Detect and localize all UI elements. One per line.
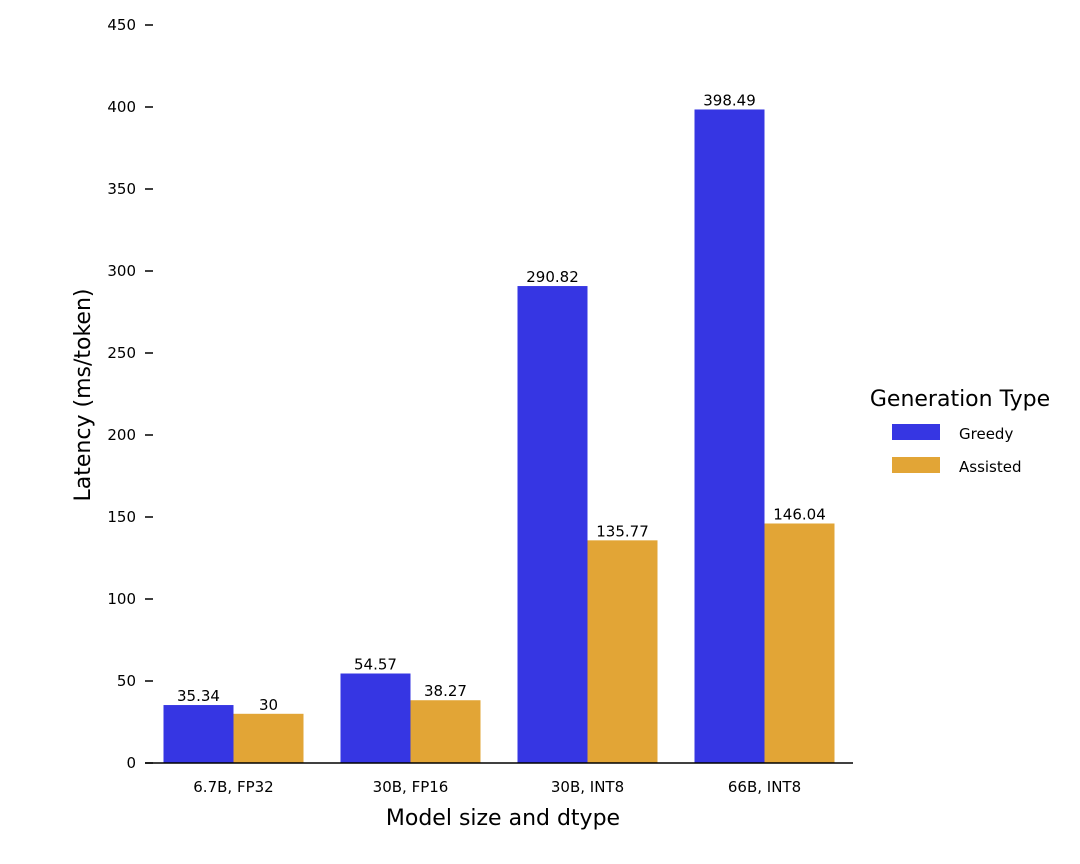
x-axis-label: Model size and dtype (386, 806, 620, 831)
legend-swatch-assisted (892, 457, 940, 473)
bar-greedy (694, 109, 765, 764)
bar-data-labels: 35.34 30 54.57 38.27 290.82 135.77 398.49 146.0… (177, 91, 826, 713)
bar-value-label: 398.49 (703, 91, 756, 109)
y-axis-label: Latency (ms/token) (71, 289, 96, 502)
y-tick-label: 300 (107, 262, 136, 280)
legend-label-greedy: Greedy (959, 425, 1013, 443)
x-axis-ticks: 6.7B, FP32 30B, FP16 30B, INT8 66B, INT8 (193, 778, 801, 796)
bar-value-label: 54.57 (354, 656, 397, 674)
bar-value-label: 135.77 (596, 522, 649, 540)
bars-group (163, 109, 835, 764)
bar-assisted (233, 713, 304, 763)
bar-value-label: 146.04 (773, 505, 826, 523)
legend-title: Generation Type (870, 387, 1050, 412)
y-tick-label: 450 (107, 16, 136, 34)
bar-value-label: 38.27 (424, 682, 467, 700)
bar-greedy (163, 705, 234, 763)
bar-assisted (410, 700, 481, 763)
bar-greedy (517, 286, 588, 763)
y-tick-label: 150 (107, 508, 136, 526)
x-tick-label: 30B, FP16 (373, 778, 449, 796)
y-tick-label: 0 (126, 754, 136, 772)
x-tick-label: 30B, INT8 (551, 778, 624, 796)
legend-label-assisted: Assisted (959, 458, 1022, 476)
legend-swatch-greedy (892, 424, 940, 440)
y-tick-label: 100 (107, 590, 136, 608)
bar-greedy (340, 673, 411, 763)
y-tick-label: 250 (107, 344, 136, 362)
legend-items: Greedy Assisted (892, 424, 1022, 476)
y-tick-label: 200 (107, 426, 136, 444)
y-tick-label: 400 (107, 98, 136, 116)
bar-assisted (587, 540, 658, 763)
bar-assisted (764, 523, 835, 763)
legend: Generation Type Greedy Assisted (870, 387, 1050, 476)
x-tick-label: 6.7B, FP32 (193, 778, 273, 796)
bar-value-label: 30 (259, 696, 278, 714)
x-tick-label: 66B, INT8 (728, 778, 801, 796)
bar-value-label: 35.34 (177, 687, 220, 705)
bar-value-label: 290.82 (526, 268, 579, 286)
y-axis-ticks: 0 50 100 150 200 250 300 350 400 450 (107, 16, 153, 772)
y-tick-label: 50 (117, 672, 136, 690)
y-tick-label: 350 (107, 180, 136, 198)
